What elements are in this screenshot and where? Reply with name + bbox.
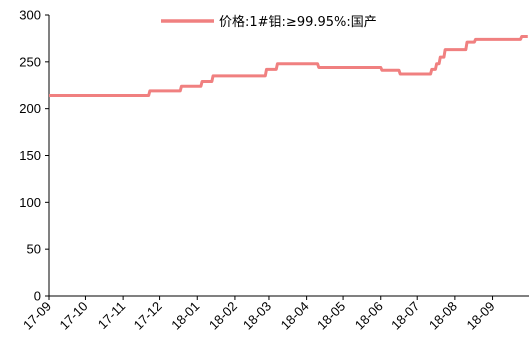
x-tick-label: 18-08 bbox=[426, 299, 460, 333]
y-tick-label: 250 bbox=[19, 54, 41, 69]
x-tick-label: 18-02 bbox=[206, 299, 240, 333]
x-tick-label: 18-09 bbox=[464, 299, 498, 333]
plot-area bbox=[49, 35, 528, 98]
y-tick-label: 150 bbox=[19, 148, 41, 163]
legend-label: 价格:1#钼:≥99.95%:国产 bbox=[219, 14, 377, 30]
x-tick-label: 17-10 bbox=[56, 299, 90, 333]
x-tick-label: 18-07 bbox=[388, 299, 422, 333]
y-tick-label: 300 bbox=[19, 8, 41, 23]
x-tick-label: 17-12 bbox=[131, 299, 165, 333]
series-line bbox=[49, 35, 528, 98]
y-tick-label: 200 bbox=[19, 101, 41, 116]
legend: 价格:1#钼:≥99.95%:国产 bbox=[161, 14, 377, 30]
y-axis: 0 50 100 150 200 250 300 bbox=[19, 8, 50, 304]
x-tick-label: 17-09 bbox=[20, 299, 54, 333]
y-tick-label: 100 bbox=[19, 195, 41, 210]
x-tick-label: 18-05 bbox=[314, 299, 348, 333]
x-tick-label: 18-04 bbox=[278, 299, 312, 333]
x-tick-label: 18-03 bbox=[240, 299, 274, 333]
x-tick-label: 18-06 bbox=[352, 299, 386, 333]
y-tick-label: 50 bbox=[27, 242, 41, 257]
x-tick-label: 18-01 bbox=[168, 299, 202, 333]
x-tick-label: 17-11 bbox=[95, 299, 128, 332]
y-tick-label: 0 bbox=[34, 289, 41, 304]
x-axis: 17-09 17-10 17-11 17-12 18-01 18-02 18-03 18-04… bbox=[20, 295, 529, 333]
